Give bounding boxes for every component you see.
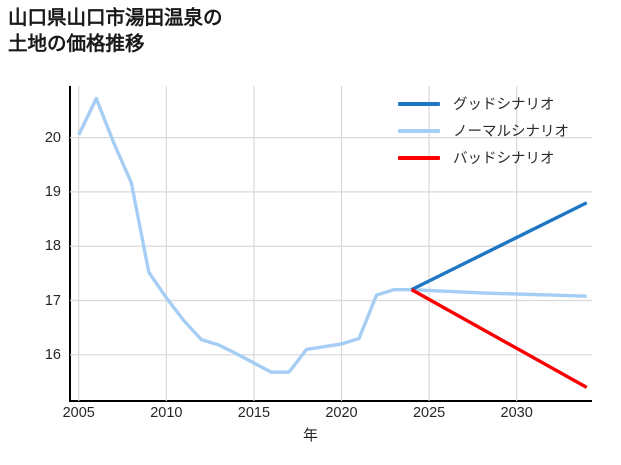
series-line xyxy=(77,96,587,374)
x-tick-label: 2015 xyxy=(237,405,271,421)
chart-title-line-1: 山口県山口市湯田温泉の xyxy=(8,7,223,29)
legend-item[interactable]: グッドシナリオ xyxy=(398,90,613,117)
y-tick-label: 20 xyxy=(44,129,61,146)
plot-area xyxy=(70,86,592,401)
legend-color-swatch xyxy=(398,101,440,106)
y-tick-label: 19 xyxy=(44,183,61,200)
x-tick-label: 2010 xyxy=(150,405,183,421)
legend-item-label: ノーマルシナリオ xyxy=(453,124,569,140)
legend-color-swatch xyxy=(398,128,440,133)
legend-item[interactable]: ノーマルシナリオ xyxy=(398,117,613,144)
y-axis-tick-labels: 16 17 18 19 20 xyxy=(0,0,69,465)
series-line xyxy=(410,201,588,292)
chart-title-line-2: 土地の価格推移 xyxy=(8,32,145,55)
gridlines xyxy=(70,86,592,401)
x-tick-label: 2020 xyxy=(325,405,358,421)
x-axis-spine xyxy=(69,400,592,402)
legend-color-swatch xyxy=(398,155,440,160)
x-tick-label: 2030 xyxy=(500,405,533,421)
y-axis-spine xyxy=(69,86,71,402)
x-axis-label: 年 xyxy=(302,427,318,444)
chart-title: 山口県山口市湯田温泉の 土地の価格推移 xyxy=(8,6,428,57)
x-tick-label: 2025 xyxy=(412,405,446,421)
plot-svg xyxy=(70,86,592,401)
legend-item-label: グッドシナリオ xyxy=(453,97,555,113)
y-tick-label: 16 xyxy=(44,346,61,363)
chart-legend: グッドシナリオ ノーマルシナリオ バッドシナリオ xyxy=(398,90,613,171)
data-series-group xyxy=(77,96,588,389)
series-line xyxy=(410,288,588,389)
legend-item[interactable]: バッドシナリオ xyxy=(398,144,613,171)
x-tick-label: 2005 xyxy=(62,405,95,421)
y-tick-label: 17 xyxy=(44,292,61,309)
y-tick-label: 18 xyxy=(44,238,61,255)
legend-item-label: バッドシナリオ xyxy=(453,151,555,167)
